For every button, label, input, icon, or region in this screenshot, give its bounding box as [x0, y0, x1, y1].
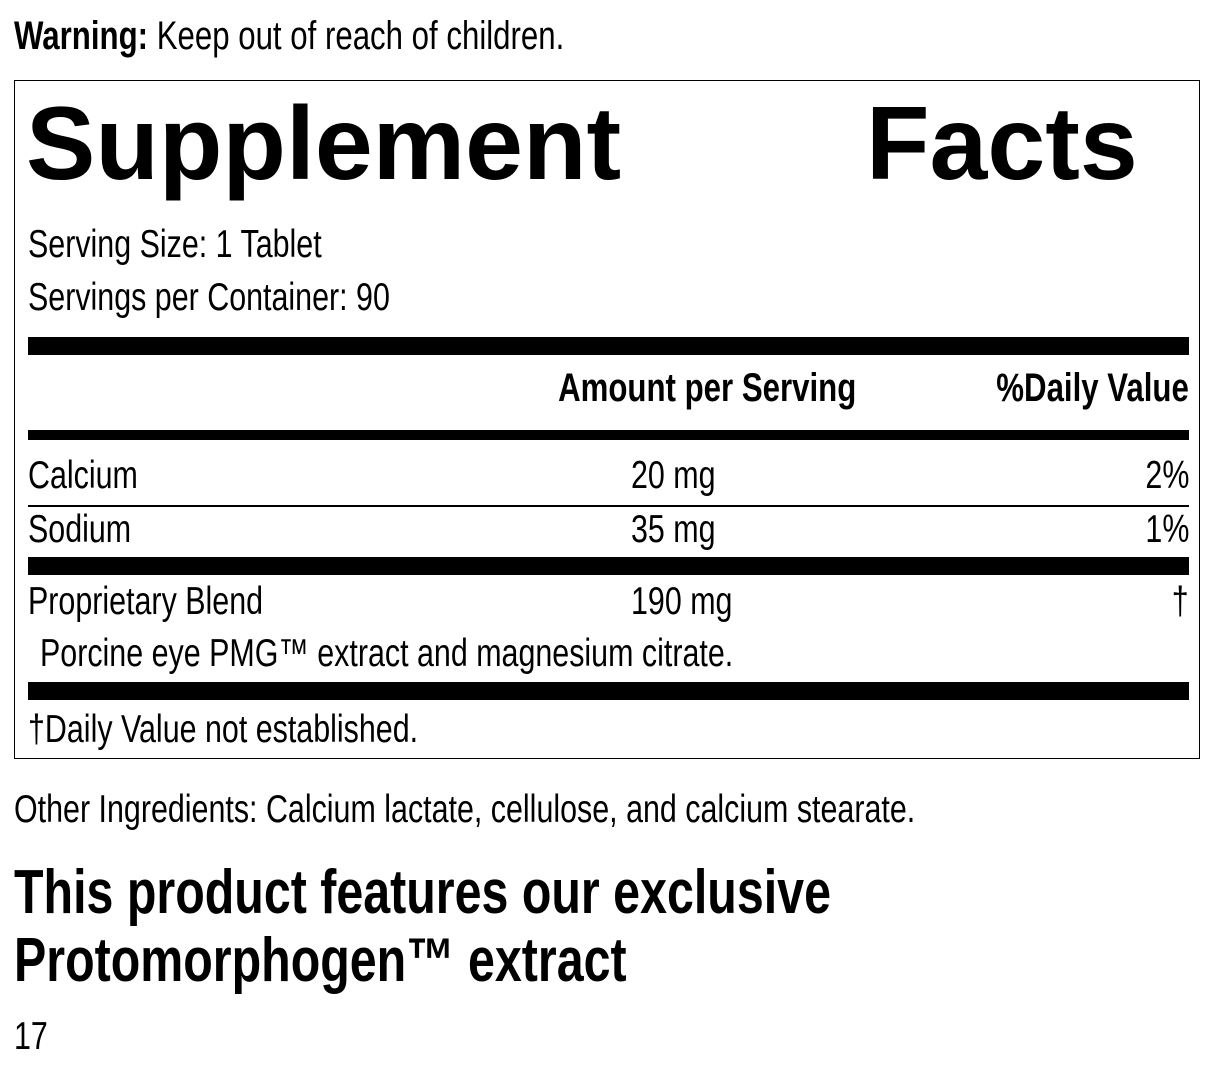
footnote: †Daily Value not established. [28, 708, 419, 751]
warning-text: Warning: Keep out of reach of children. [14, 16, 564, 56]
warning-message: Keep out of reach of children. [148, 14, 565, 58]
row-dv: 2% [1145, 454, 1189, 497]
feature-heading-line1: This product features our exclusive [14, 858, 831, 927]
row-amount: 35 mg [631, 508, 716, 551]
facts-title-right: Facts [866, 92, 1138, 196]
header-daily-value: %Daily Value [996, 366, 1189, 410]
blend-description: Porcine eye PMG™ extract and magnesium c… [40, 632, 734, 675]
page-number: 17 [14, 1015, 48, 1058]
header-amount: Amount per Serving [557, 366, 856, 410]
supplement-facts-panel [14, 80, 1200, 759]
title-facts: Facts [866, 86, 1138, 202]
divider-thick [28, 337, 1189, 355]
row-name: Sodium [28, 508, 132, 551]
row-amount: 190 mg [631, 580, 733, 623]
warning-label: Warning: [14, 14, 149, 58]
row-name: Proprietary Blend [28, 580, 264, 623]
other-ingredients: Other Ingredients: Calcium lactate, cell… [14, 788, 916, 831]
divider-thin [28, 505, 1189, 507]
title-supplement: Supplement [26, 86, 622, 202]
divider-thick [28, 682, 1189, 700]
row-dv: 1% [1145, 508, 1189, 551]
divider-medium [28, 430, 1189, 440]
row-dv: † [1172, 580, 1189, 623]
row-name: Calcium [28, 454, 138, 497]
serving-size: Serving Size: 1 Tablet [28, 223, 322, 266]
servings-per-container: Servings per Container: 90 [28, 276, 390, 319]
row-amount: 20 mg [631, 454, 716, 497]
feature-heading-line2: Protomorphogen™ extract [14, 926, 627, 995]
facts-title: Supplement [26, 92, 621, 196]
divider-thick [28, 557, 1189, 575]
